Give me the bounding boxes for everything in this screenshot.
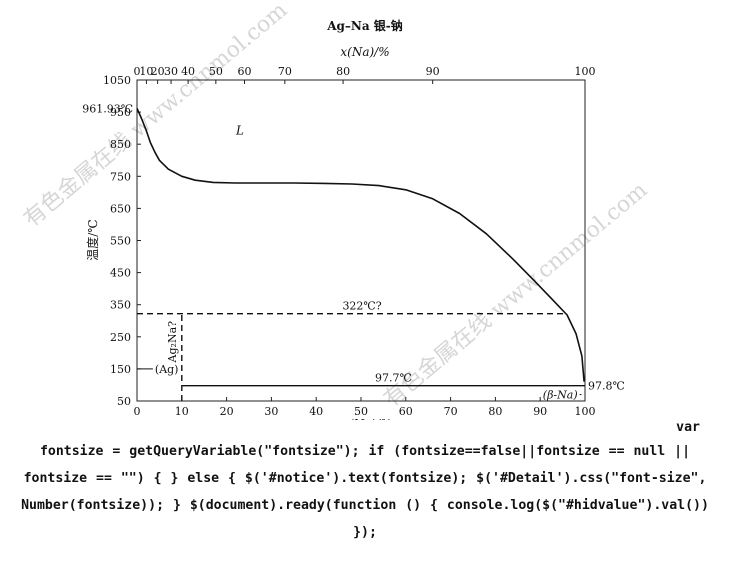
x2-tick-label: 80 [336,65,350,78]
melting-point-label: 961.93℃ [82,102,133,115]
y-tick-label: 750 [110,170,131,183]
phase-diagram-figure: 有色金属在线 www.cnnmol.com 有色金属在线 www.cnnmol.c… [19,0,652,420]
y-tick-label: 450 [110,267,131,280]
na-melting-point-label: 97.8℃ [588,380,625,393]
phase-label-ag: (Ag) [155,363,179,376]
x-tick-label: 60 [399,405,413,418]
x-tick-label: 70 [444,405,458,418]
x2-tick-label: 70 [278,65,292,78]
x-tick-label: 30 [264,405,278,418]
y-tick-label: 250 [110,331,131,344]
reference-line-label: Ag₂Na? [166,321,179,364]
x-tick-label: 90 [533,405,547,418]
x2-axis-label: x(Na)/% [340,45,389,59]
y-tick-label: 50 [117,395,131,408]
y-tick-label: 650 [110,202,131,215]
x2-tick-label: 0 [134,65,141,78]
y-tick-label: 1050 [103,74,131,87]
phase-label-liquid: L [235,124,244,138]
x-tick-label: 0 [134,405,141,418]
y-tick-label: 350 [110,299,131,312]
x2-tick-label: 40 [181,65,195,78]
y-tick-label: 850 [110,138,131,151]
phase-diagram-chart: 有色金属在线 www.cnnmol.com 有色金属在线 www.cnnmol.c… [19,0,652,420]
x-tick-label: 10 [175,405,189,418]
liquidus-curve [136,107,585,382]
chart-title: Ag–Na 银-钠 [326,18,403,33]
script-text-block: var fontsize = getQueryVariable("fontsiz… [0,418,730,580]
phase-label-beta-na: (β-Na) [543,389,578,402]
y-tick-label: 550 [110,235,131,248]
x-tick-label: 40 [309,405,323,418]
x-tick-label: 20 [220,405,234,418]
x2-tick-label: 50 [209,65,223,78]
x-tick-label: 80 [488,405,502,418]
code-line-var: var [676,420,700,435]
x-end-label-right: Na [569,419,586,420]
y-axis-label: 温度/℃ [85,219,100,260]
x-end-label-left: Ag [136,419,152,420]
x-tick-label: 100 [575,405,596,418]
x2-tick-label: 10 [139,65,153,78]
x2-tick-label: 30 [164,65,178,78]
x-tick-label: 50 [354,405,368,418]
y-tick-label: 950 [110,106,131,119]
y-tick-label: 150 [110,363,131,376]
x-axis-label: w(Na)/% [339,417,392,420]
code-body: fontsize = getQueryVariable("fontsize");… [21,444,709,540]
reference-line-label: 322℃? [342,300,381,313]
x2-tick-label: 100 [575,65,596,78]
watermark-text: 有色金属在线 www.cnnmol.com [379,178,652,413]
watermark-text: 有色金属在线 www.cnnmol.com [19,0,292,232]
x2-tick-label: 20 [151,65,165,78]
x2-tick-label: 90 [426,65,440,78]
reference-line-label: 97.7℃ [375,372,412,385]
x2-tick-label: 60 [238,65,252,78]
plot-frame [136,79,586,402]
